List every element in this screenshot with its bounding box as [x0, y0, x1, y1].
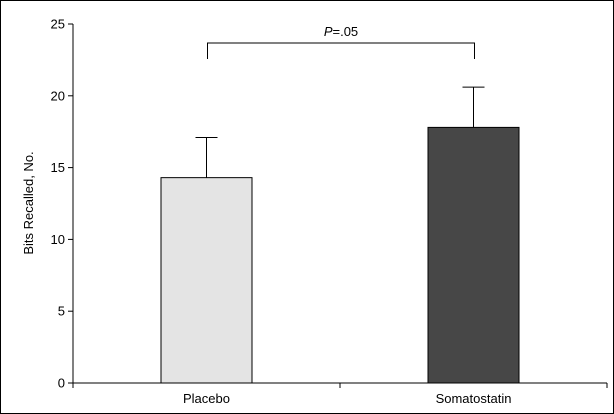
x-tick-label-somatostatin: Somatostatin: [436, 391, 512, 406]
p-value-number: =.05: [333, 24, 359, 39]
significance-bracket: [207, 42, 475, 59]
x-tick-label-placebo: Placebo: [183, 391, 230, 406]
error-bars-layer: [195, 86, 485, 178]
labels-layer: 0 5 10 15 20 25 Placebo Somatostatin: [51, 17, 512, 407]
y-tick-label: 20: [51, 88, 65, 103]
y-tick-label: 15: [51, 160, 65, 175]
axes-layer: [68, 23, 608, 388]
bar-somatostatin: [427, 126, 520, 384]
p-value-symbol: P: [324, 24, 333, 39]
bars-layer: [160, 126, 520, 384]
y-axis-title: Bits Recalled, No.: [21, 151, 36, 254]
y-tick-label: 5: [58, 304, 65, 319]
y-tick-label: 25: [51, 17, 65, 32]
significance-layer: P=.05: [207, 24, 475, 59]
p-value-label: P=.05: [324, 24, 358, 39]
y-tick-label: 10: [51, 232, 65, 247]
y-tick-label: 0: [58, 376, 65, 391]
bar-placebo: [160, 177, 253, 384]
